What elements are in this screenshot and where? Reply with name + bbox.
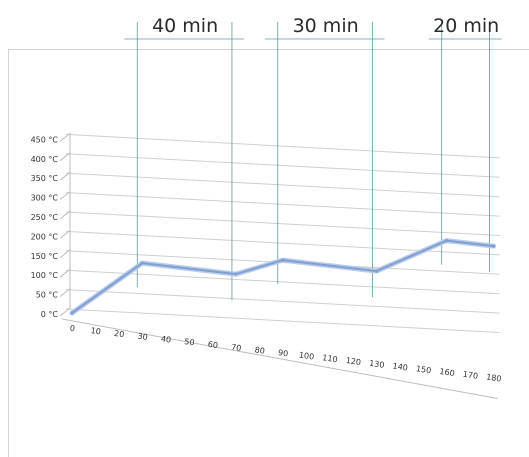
x-tick-label: 50 [184, 337, 195, 347]
x-tick-label: 130 [369, 359, 385, 370]
x-tick-label: 70 [231, 343, 242, 353]
x-tick-label: 150 [415, 364, 431, 375]
y-tick-label: 350 °C [31, 174, 59, 183]
chart-frame [8, 49, 529, 457]
y-axis-tick [59, 133, 71, 142]
gridline [65, 308, 500, 333]
x-tick-label: 170 [462, 370, 478, 381]
x-tick-label: 20 [114, 329, 125, 339]
series-point [445, 239, 449, 243]
y-tick-label: 200 °C [31, 232, 59, 241]
series-point [234, 272, 238, 276]
x-tick-label: 140 [392, 362, 408, 373]
y-tick-label: 50 °C [36, 291, 59, 300]
gridline [65, 269, 500, 295]
x-tick-label: 60 [207, 340, 218, 350]
x-tick-label: 120 [345, 356, 361, 367]
x-axis-line [61, 318, 498, 399]
hold-guides: 40 min 30 min 20 min [124, 15, 502, 301]
y-tick-label: 450 °C [31, 135, 59, 144]
y-tick-label: 250 °C [31, 213, 59, 222]
axis-labels: 0 °C 50 °C 100 °C 150 °C 200 °C 250 °C 300 °C 3… [31, 135, 503, 383]
x-tick-label: 160 [439, 367, 455, 378]
hold-duration-label: 20 min [433, 15, 499, 37]
y-tick-label: 400 °C [31, 155, 59, 164]
series-point [140, 261, 144, 265]
y-tick-label: 100 °C [31, 271, 59, 280]
gridline [65, 211, 500, 236]
x-tick-label: 0 [69, 324, 75, 334]
gridline [65, 153, 500, 178]
y-axis-tick [59, 307, 71, 317]
gridline [65, 289, 500, 314]
y-axis-tick [59, 171, 71, 181]
series-point [374, 269, 379, 273]
x-tick-label: 80 [254, 345, 265, 355]
x-tick-label: 180 [486, 373, 502, 384]
y-axis-tick [59, 210, 71, 220]
hold-duration-label: 30 min [293, 15, 359, 37]
hold-duration-label: 40 min [152, 15, 218, 37]
gridline [65, 192, 500, 217]
x-tick-label: 110 [322, 353, 338, 364]
gridline [65, 172, 500, 198]
x-tick-label: 90 [277, 348, 288, 358]
y-axis-tick [59, 230, 71, 239]
series-point [491, 244, 496, 248]
y-axis-tick [59, 288, 71, 297]
x-tick-label: 30 [137, 332, 148, 342]
y-axis-tick [59, 249, 71, 259]
series-point [281, 258, 285, 262]
gridline [65, 133, 500, 159]
y-tick-label: 150 °C [31, 252, 59, 261]
y-tick-label: 300 °C [31, 194, 59, 203]
y-axis-tick [59, 191, 71, 200]
series-point [70, 311, 74, 315]
grid-lines [59, 133, 500, 399]
y-axis-tick [59, 268, 71, 278]
x-tick-label: 40 [160, 334, 171, 344]
y-tick-label: 0 °C [41, 310, 59, 319]
x-tick-label: 10 [90, 326, 101, 336]
y-axis-tick [59, 152, 71, 162]
x-tick-label: 100 [298, 351, 314, 362]
temperature-series [69, 238, 497, 316]
